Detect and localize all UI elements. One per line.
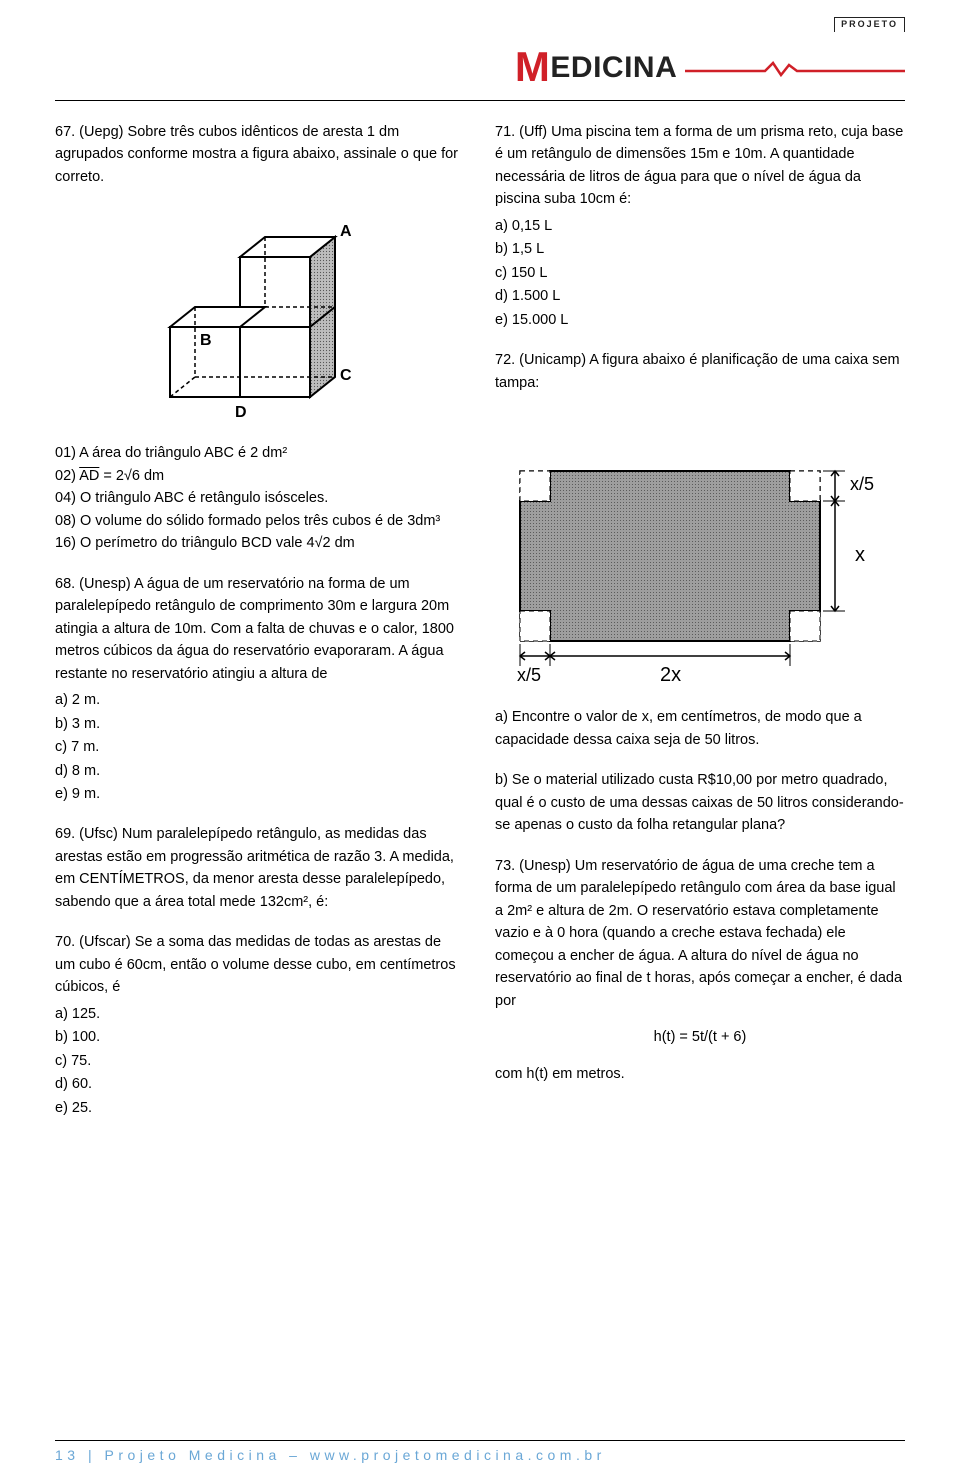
q68-c: c) 7 m.	[55, 736, 465, 758]
q71-options: a) 0,15 L b) 1,5 L c) 150 L d) 1.500 L e…	[495, 215, 905, 331]
q70-d: d) 60.	[55, 1073, 465, 1095]
q67-02: 02) AD = 2√6 dm	[55, 465, 465, 487]
brand-logo: PROJETO MEDICINA	[515, 12, 905, 100]
q72-text: 72. (Unicamp) A figura abaixo é planific…	[495, 349, 905, 394]
logo-top-label: PROJETO	[834, 17, 905, 32]
q67-text: 67. (Uepg) Sobre três cubos idênticos de…	[55, 121, 465, 188]
logo-rest: EDICINA	[550, 51, 676, 84]
top-divider	[55, 100, 905, 101]
footer-text: Projeto Medicina – www.projetomedicina.c…	[105, 1447, 606, 1463]
q72-b: b) Se o material utilizado custa R$10,00…	[495, 769, 905, 836]
q68-options: a) 2 m. b) 3 m. c) 7 m. d) 8 m. e) 9 m.	[55, 689, 465, 805]
q73-post: com h(t) em metros.	[495, 1063, 905, 1085]
q70-a: a) 125.	[55, 1003, 465, 1025]
q70-options: a) 125. b) 100. c) 75. d) 60. e) 25.	[55, 1003, 465, 1119]
q73-formula: h(t) = 5t/(t + 6)	[495, 1026, 905, 1048]
q68-text: 68. (Unesp) A água de um reservatório na…	[55, 573, 465, 685]
q71-b: b) 1,5 L	[495, 238, 905, 260]
q71-d: d) 1.500 L	[495, 285, 905, 307]
footer-divider	[55, 1440, 905, 1441]
label-x5-bottom: x/5	[517, 665, 541, 685]
label-x5-top: x/5	[850, 474, 874, 494]
q70-c: c) 75.	[55, 1050, 465, 1072]
q73-text: 73. (Unesp) Um reservatório de água de u…	[495, 855, 905, 1012]
q68-d: d) 8 m.	[55, 760, 465, 782]
label-2x: 2x	[660, 664, 681, 686]
label-B: B	[200, 332, 212, 349]
logo-m: M	[515, 43, 551, 90]
q68-b: b) 3 m.	[55, 713, 465, 735]
q67-04: 04) O triângulo ABC é retângulo isóscele…	[55, 487, 465, 509]
q71-e: e) 15.000 L	[495, 309, 905, 331]
q71-a: a) 0,15 L	[495, 215, 905, 237]
q68-e: e) 9 m.	[55, 783, 465, 805]
q72-figure: x/5 x x/5 2x	[505, 456, 895, 686]
label-x: x	[855, 544, 865, 566]
label-D: D	[235, 404, 247, 421]
label-A: A	[340, 223, 352, 240]
q70-e: e) 25.	[55, 1097, 465, 1119]
page-footer: 13 | Projeto Medicina – www.projetomedic…	[55, 1445, 905, 1467]
q69-text: 69. (Ufsc) Num paralelepípedo retângulo,…	[55, 823, 465, 913]
q70-b: b) 100.	[55, 1026, 465, 1048]
q68-a: a) 2 m.	[55, 689, 465, 711]
page-number: 13	[55, 1447, 80, 1463]
q71-c: c) 150 L	[495, 262, 905, 284]
q72-a: a) Encontre o valor de x, em centímetros…	[495, 706, 905, 751]
q67-08: 08) O volume do sólido formado pelos trê…	[55, 510, 465, 532]
q71-text: 71. (Uff) Uma piscina tem a forma de um …	[495, 121, 905, 211]
q67-16: 16) O perímetro do triângulo BCD vale 4√…	[55, 532, 465, 554]
q67-items: 01) A área do triângulo ABC é 2 dm² 02) …	[55, 442, 465, 554]
label-C: C	[340, 367, 352, 384]
q70-text: 70. (Ufscar) Se a soma das medidas de to…	[55, 931, 465, 998]
q67-figure: A B C D	[145, 202, 375, 422]
ekg-icon	[685, 61, 905, 77]
q67-01: 01) A área do triângulo ABC é 2 dm²	[55, 442, 465, 464]
